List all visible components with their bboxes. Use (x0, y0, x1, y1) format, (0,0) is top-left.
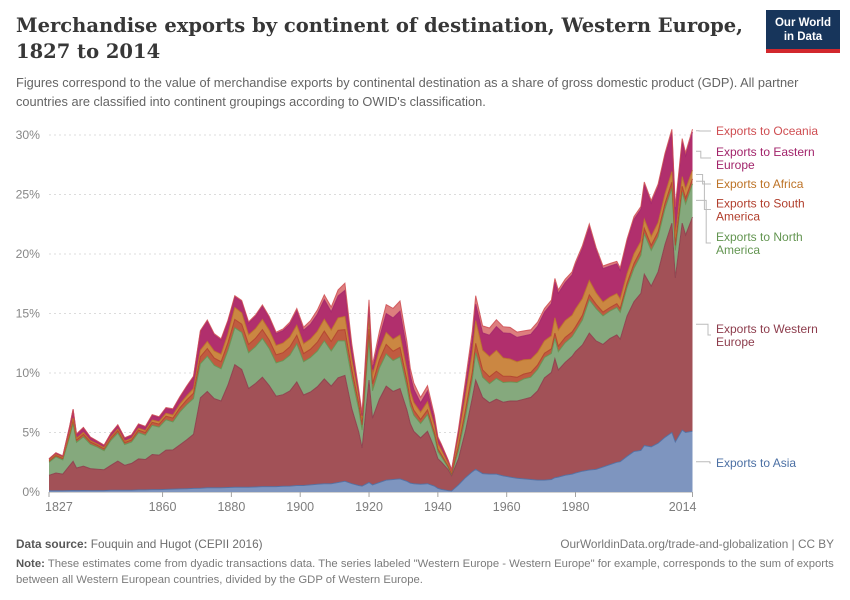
area-line-eastern_europe (48, 132, 693, 473)
y-tick-label: 20% (16, 247, 41, 261)
footer-links: OurWorldinData.org/trade-and-globalizati… (560, 537, 834, 551)
legend: Exports to Oceania Exports to Eastern Euro… (696, 124, 818, 470)
area-line-asia (49, 429, 693, 492)
footer-divider: | (791, 537, 795, 552)
legend-connector-eastern_europe (696, 150, 711, 159)
owid-logo-line1: Our World (774, 17, 831, 29)
area-line-north_america (48, 183, 693, 476)
page-title: Merchandise exports by continent of dest… (16, 14, 743, 63)
legend-item-oceania[interactable]: Exports to Oceania (716, 124, 818, 138)
data-source: Data source: Fouquin and Hugot (CEPII 20… (16, 537, 263, 551)
x-axis: 1827 1860 1880 1900 1920 1940 1960 1980 2014 (45, 492, 697, 514)
x-tick-label: 1827 (45, 500, 73, 514)
y-tick-label: 5% (22, 426, 40, 440)
area-series-eastern_europe[interactable] (49, 132, 693, 472)
x-tick-label: 1980 (562, 500, 590, 514)
stacked-area-chart[interactable]: 0%5%10%15%20%25%30%1827 1860 1880 1900 1920 1… (0, 113, 850, 531)
y-tick-label: 25% (16, 188, 41, 202)
area-line-africa (48, 170, 693, 474)
data-source-label: Data source: (16, 537, 88, 552)
area-line-south_america (48, 178, 693, 476)
data-source-value: Fouquin and Hugot (CEPII 2016) (90, 537, 263, 552)
legend-connector-north_america (696, 200, 711, 244)
license-link[interactable]: CC BY (797, 537, 834, 552)
x-tick-label: 1880 (217, 500, 245, 514)
area-series-asia[interactable] (49, 430, 693, 493)
y-tick-label: 0% (22, 485, 40, 499)
x-tick-label: 1900 (286, 500, 314, 514)
legend-item-western_europe[interactable]: Exports to Western Europe (716, 322, 818, 349)
note-text: These estimates come from dyadic transac… (16, 558, 834, 587)
y-tick-label: 10% (16, 366, 41, 380)
x-tick-label: 1940 (424, 500, 452, 514)
owid-logo-line2: in Data (783, 31, 823, 44)
area-series-north_america[interactable] (49, 183, 693, 476)
x-tick-label: 1860 (149, 500, 177, 514)
x-tick-label: 2014 (669, 500, 697, 514)
x-tick-label: 1920 (355, 500, 383, 514)
owid-logo[interactable]: Our World in Data (766, 10, 840, 53)
owid-url-link[interactable]: OurWorldinData.org/trade-and-globalizati… (560, 537, 789, 552)
chart-note: Note: These estimates come from dyadic t… (16, 556, 834, 588)
legend-item-africa[interactable]: Exports to Africa (716, 177, 804, 191)
legend-connector-africa (696, 174, 711, 185)
legend-item-south_america[interactable]: Exports to South America (716, 197, 805, 224)
legend-connector-western_europe (696, 323, 711, 336)
legend-item-north_america[interactable]: Exports to North America (716, 230, 803, 257)
area-line-oceania (48, 129, 693, 472)
chart-header: Merchandise exports by continent of dest… (0, 0, 850, 111)
note-label: Note: (16, 558, 45, 571)
x-tick-label: 1960 (493, 500, 521, 514)
y-tick-label: 15% (16, 307, 41, 321)
legend-item-eastern_europe[interactable]: Exports to Eastern Europe (716, 145, 815, 172)
plot-bands (48, 129, 693, 493)
legend-connector-south_america (696, 180, 711, 211)
chart-footer: Data source: Fouquin and Hugot (CEPII 20… (0, 531, 850, 588)
chart-subtitle: Figures correspond to the value of merch… (16, 74, 799, 109)
area-series-western_europe[interactable] (49, 217, 693, 492)
y-tick-label: 30% (16, 128, 41, 142)
legend-item-asia[interactable]: Exports to Asia (716, 456, 796, 470)
legend-connector-asia (696, 461, 711, 464)
area-line-western_europe (48, 217, 693, 477)
